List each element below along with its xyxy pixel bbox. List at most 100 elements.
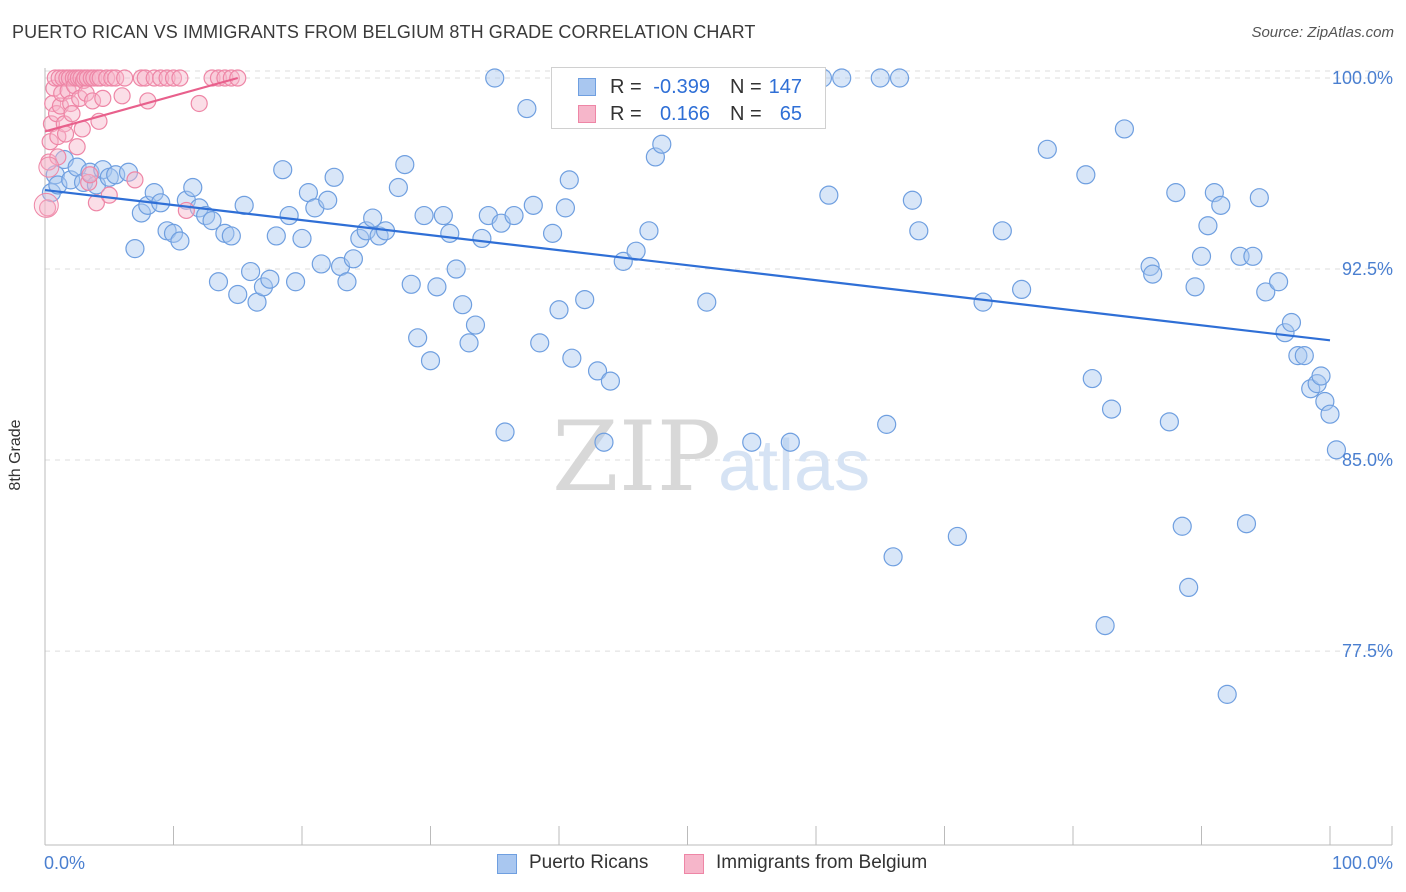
blue-data-point [1143,264,1163,284]
blue-data-point [285,272,306,292]
pink-trendline [44,76,239,133]
blue-data-point [517,98,537,119]
pink-swatch-icon [684,854,704,874]
blue-data-point [1320,404,1340,424]
blue-data-point [395,154,415,175]
blue-data-point [562,348,582,368]
blue-data-point [1159,412,1179,432]
blue-data-point [279,205,299,226]
pink-data-point [98,69,116,87]
blue-data-point [125,239,145,259]
stats-row-blue: R = -0.399 N = 147 [552,74,825,100]
blue-data-point [221,226,241,246]
blue-data-point [363,208,383,228]
pink-data-point [94,89,112,107]
legend-item-immigrants-from-belgium[interactable]: Immigrants from Belgium [684,852,954,876]
blue-data-point [131,203,151,223]
blue-data-point [1294,346,1314,366]
pink-data-point [164,69,183,87]
stats-box: R = -0.399 N = 147 R = 0.166 N = 65 [551,67,826,129]
blue-data-point [1288,346,1308,366]
blue-data-point [465,315,486,335]
blue-data-point [427,277,447,297]
blue-data-point [433,205,453,226]
blue-data-point [639,221,659,241]
blue-data-point [311,254,331,274]
pink-data-point [100,186,118,204]
blue-data-point [350,228,370,249]
pink-data-point [63,105,81,123]
trend-layer [44,76,1331,342]
legend-label: Immigrants from Belgium [716,852,928,873]
blue-data-point [1095,616,1115,636]
blue-data-point [420,351,441,371]
blue-data-point [1315,391,1335,412]
pink-data-point [85,69,103,87]
pink-data-point [113,87,131,105]
blue-data-point [1140,256,1160,277]
blue-data-point [1191,246,1212,266]
pink-data-point [171,69,189,87]
chart-title: PUERTO RICAN VS IMMIGRANTS FROM BELGIUM … [12,22,756,42]
blue-data-point [559,170,579,190]
blue-data-point [196,205,216,226]
y-tick-label: 77.5% [1342,641,1393,661]
blue-data-point [1326,440,1347,460]
pink-data-point [107,69,125,87]
blue-data-point [742,432,762,452]
source-credit: Source: ZipAtlas.com [1251,24,1394,41]
blue-data-point [324,167,344,187]
blue-data-point [401,274,421,294]
blue-data-point [973,292,993,312]
legend-item-puerto-ricans[interactable]: Puerto Ricans [497,852,667,876]
r-label: R = [610,103,642,125]
pink-swatch-icon [578,105,596,123]
blue-data-point [1256,282,1276,302]
grid-layer [45,70,1392,652]
n-label: N = [730,76,762,98]
stats-row-pink: R = 0.166 N = 65 [552,101,825,127]
blue-data-point [992,221,1012,241]
pink-data-point [87,194,106,212]
blue-data-point [266,226,286,246]
blue-data-point [1275,323,1295,343]
x-tick-label: 0.0% [44,853,85,873]
blue-data-point [947,526,967,547]
blue-data-point [1301,379,1321,399]
blue-data-point [530,333,550,353]
axis-layer [44,68,1393,846]
blue-swatch-icon [497,854,517,874]
blue-data-point [909,221,929,241]
blue-data-point [273,160,293,180]
y-tick-label: 85.0% [1342,450,1393,470]
n-value: 147 [768,76,802,98]
blue-data-point [575,289,595,310]
blue-trendline [44,188,1331,342]
n-value: 65 [779,103,802,125]
blue-data-point [48,175,68,195]
blue-data-point [337,272,357,292]
blue-data-point [652,134,672,154]
blue-data-point [1082,368,1102,389]
blue-data-point [228,284,248,305]
blue-data-point [697,292,717,312]
y-tick-label: 92.5% [1342,259,1393,279]
blue-data-point [555,198,576,218]
blue-data-point [343,249,363,269]
pink-data-point [68,138,86,156]
blue-data-point [1101,399,1122,419]
blue-data-point [832,68,852,88]
blue-data-point [472,228,492,249]
y-tick-label: 100.0% [1332,68,1393,88]
blue-data-point [260,269,280,289]
blue-data-point [414,205,434,226]
pink-data-point [33,192,59,218]
blue-data-point [144,183,164,203]
blue-data-point [1281,312,1302,333]
blue-swatch-icon [578,78,596,96]
blue-data-point [1011,279,1032,300]
blue-data-point [1076,165,1096,185]
blue-data-point [485,68,505,88]
blue-data-point [241,261,261,282]
